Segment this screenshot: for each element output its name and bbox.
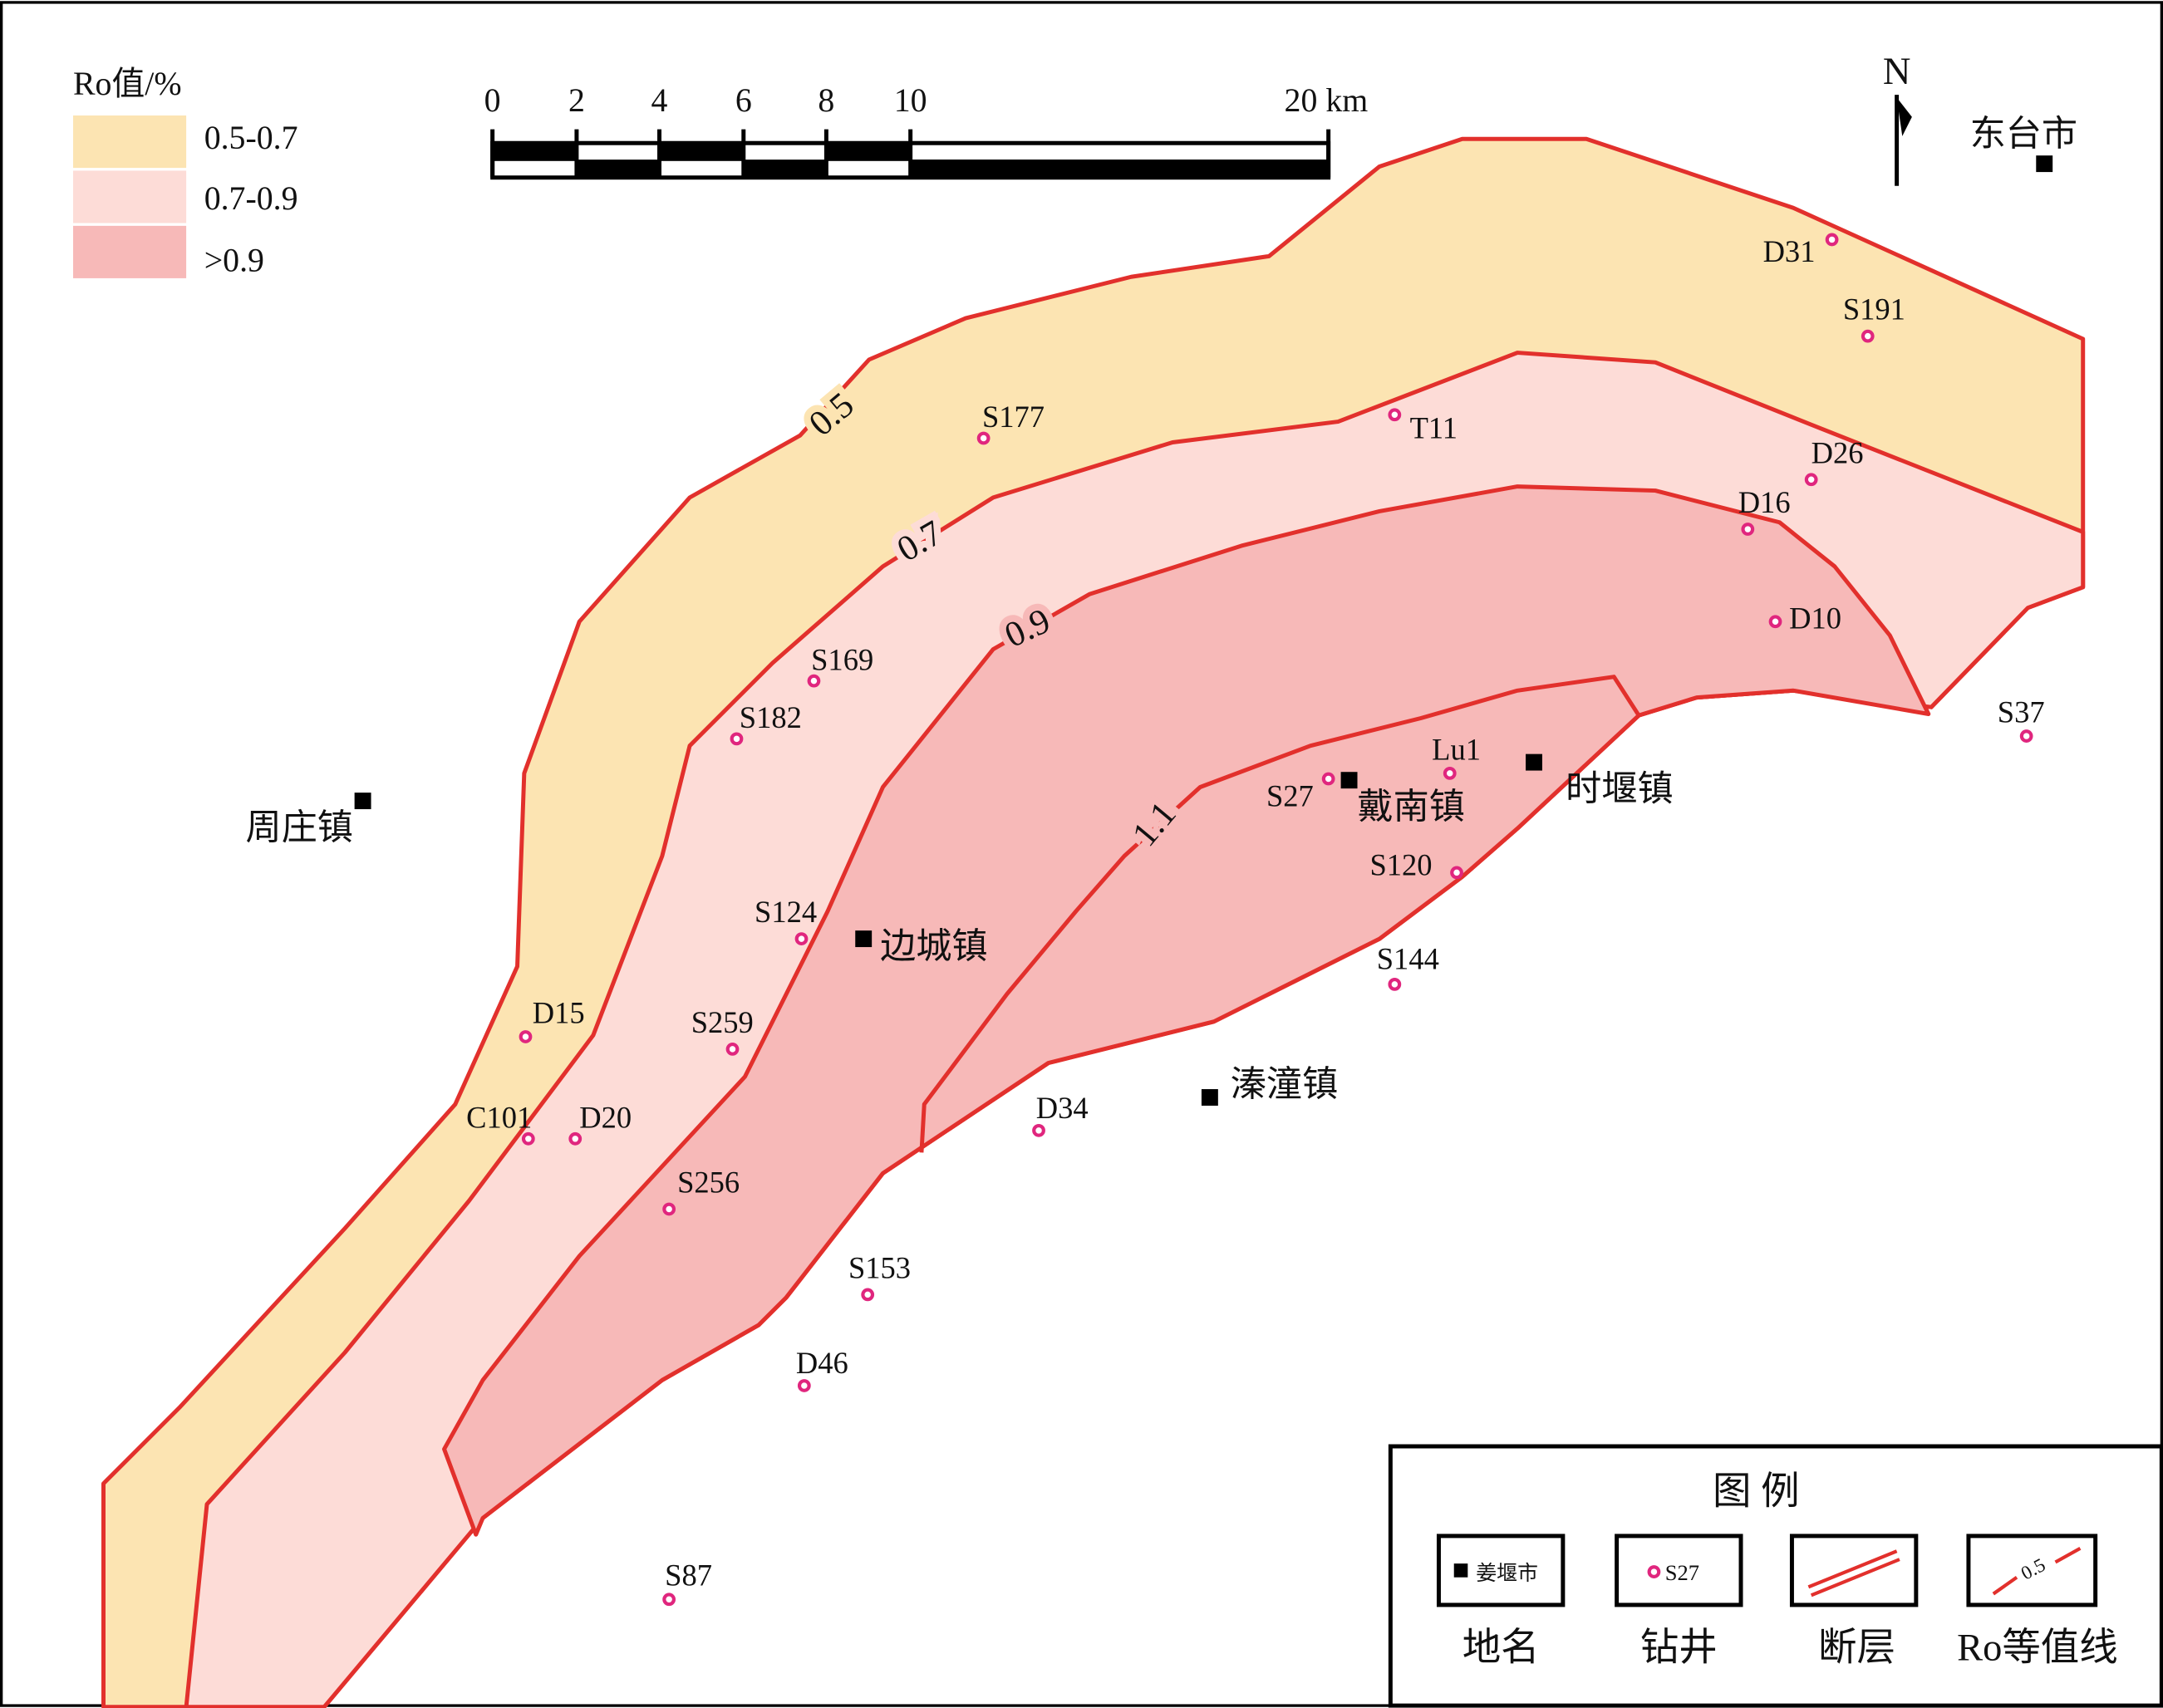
scale-seg xyxy=(576,160,660,178)
well-marker xyxy=(1825,233,1839,247)
town-marker xyxy=(2036,155,2053,173)
legend-swatch xyxy=(72,170,187,223)
well-marker xyxy=(1768,615,1782,629)
well-marker xyxy=(1388,977,1402,991)
town-marker xyxy=(354,793,371,810)
scale-label: 10 xyxy=(894,81,927,119)
well-marker xyxy=(521,1131,535,1146)
key-label: Ro等值线 xyxy=(1957,1627,2118,1669)
legend-swatch xyxy=(72,115,187,169)
well-label: S153 xyxy=(848,1250,911,1284)
well-label: S120 xyxy=(1369,848,1432,882)
legend-label: >0.9 xyxy=(204,242,264,279)
town-label: 周庄镇 xyxy=(245,808,352,848)
well-label: D10 xyxy=(1789,601,1841,636)
well-marker xyxy=(794,932,809,945)
contour-1.1 xyxy=(919,675,1641,1153)
well-marker xyxy=(976,431,991,445)
well-marker xyxy=(725,1043,740,1056)
well-label: S124 xyxy=(755,895,817,929)
well-label: D15 xyxy=(533,995,585,1029)
well-label: S37 xyxy=(1998,694,2045,729)
north-arrow: N xyxy=(1883,51,1912,186)
well-label: S182 xyxy=(740,700,802,734)
well-marker xyxy=(1032,1123,1045,1137)
town-label: 边城镇 xyxy=(880,927,987,966)
scale-seg xyxy=(659,143,744,161)
town-label: 时堰镇 xyxy=(1566,770,1673,809)
well-marker xyxy=(662,1593,676,1607)
well-marker xyxy=(1321,772,1335,786)
key-texts: 图 例 姜堰市 S27 0.5 地名 钻井 断层 Ro等值线 xyxy=(1462,1471,2118,1670)
town-label: 溱潼镇 xyxy=(1231,1065,1338,1104)
well-marker xyxy=(2019,729,2033,743)
well-marker xyxy=(1861,329,1875,343)
well-label: D31 xyxy=(1763,234,1816,268)
key-sample: 姜堰市 xyxy=(1476,1562,1538,1585)
well-label: D46 xyxy=(796,1346,848,1380)
scale-seg xyxy=(492,143,577,161)
scale-seg xyxy=(826,143,911,161)
well-label: S27 xyxy=(1266,779,1314,813)
town-marker xyxy=(1340,772,1358,789)
scale-label: 0 xyxy=(484,81,501,119)
legend-label: 0.5-0.7 xyxy=(204,119,298,156)
town-marker xyxy=(1526,753,1542,771)
well-marker xyxy=(662,1202,676,1216)
well-label: S259 xyxy=(691,1005,754,1039)
key-label: 断层 xyxy=(1818,1627,1895,1669)
well-marker xyxy=(807,674,821,688)
well-label: S177 xyxy=(982,400,1045,434)
well-label: D20 xyxy=(579,1101,632,1135)
north-label: N xyxy=(1883,51,1911,93)
well-marker xyxy=(861,1288,875,1302)
well-marker xyxy=(1443,767,1457,780)
zone-over-0.9 xyxy=(442,484,1931,1537)
well-label: S256 xyxy=(677,1166,740,1200)
well-label: T11 xyxy=(1410,410,1458,444)
scale-label: 4 xyxy=(651,81,668,119)
well-label: Lu1 xyxy=(1432,732,1481,766)
town-label: 东台市 xyxy=(1970,115,2077,155)
town-label: 戴南镇 xyxy=(1358,788,1465,827)
well-label: C101 xyxy=(466,1101,532,1135)
legend-swatch xyxy=(72,225,187,278)
well-label: S144 xyxy=(1377,942,1439,976)
town-marker xyxy=(1201,1089,1218,1106)
scale-label: 6 xyxy=(735,81,752,119)
key xyxy=(1388,1444,2163,1708)
well-label: D26 xyxy=(1812,435,1864,469)
scale-seg xyxy=(743,160,827,178)
well-label: S169 xyxy=(811,642,873,676)
scale-label: 8 xyxy=(818,81,834,119)
scale-seg xyxy=(910,160,1329,178)
well-marker xyxy=(519,1030,533,1043)
well-marker xyxy=(1804,473,1818,487)
well-marker xyxy=(1388,408,1402,422)
legend-title: Ro值/% xyxy=(73,65,182,102)
well-marker xyxy=(1450,866,1463,880)
town-marker xyxy=(855,930,873,948)
scale-label: 20 km xyxy=(1285,81,1369,119)
key-sample: S27 xyxy=(1665,1560,1699,1585)
well-marker xyxy=(1741,523,1755,536)
key-title: 图 例 xyxy=(1713,1471,1800,1514)
well-label: D16 xyxy=(1738,485,1791,519)
well-label: S191 xyxy=(1843,292,1905,326)
legend-label: 0.7-0.9 xyxy=(204,179,298,217)
key-label: 钻井 xyxy=(1640,1627,1718,1669)
ro-legend: Ro值/% 0.5-0.7 0.7-0.9 >0.9 xyxy=(72,65,298,279)
key-label: 地名 xyxy=(1462,1627,1540,1669)
scale-label: 2 xyxy=(568,81,585,119)
well-marker xyxy=(797,1379,811,1392)
ro-zones xyxy=(101,136,2086,1708)
well-label: D34 xyxy=(1036,1091,1089,1125)
well-marker xyxy=(730,732,744,746)
well-marker xyxy=(568,1131,583,1146)
well-label: S87 xyxy=(665,1558,712,1593)
